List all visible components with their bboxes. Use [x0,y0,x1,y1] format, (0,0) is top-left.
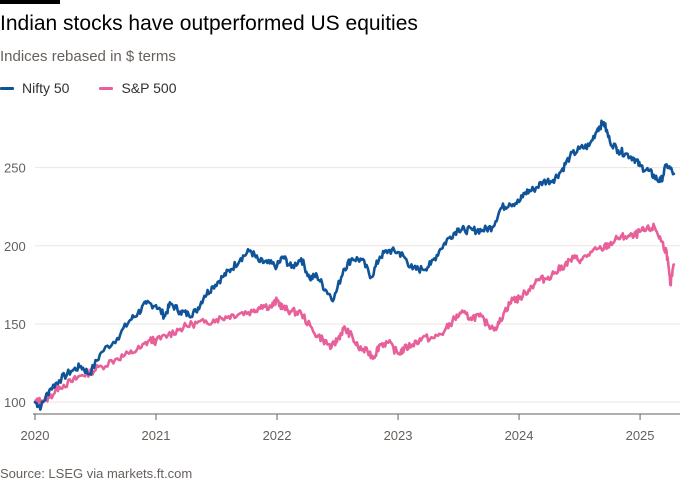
chart-title: Indian stocks have outperformed US equit… [0,12,418,35]
series-line-nifty-50 [33,119,676,411]
line-chart: 100 150 200 250 2020 2021 2022 2023 2024 2025 [4,119,680,443]
x-tick-label: 2021 [142,428,171,443]
chart-subtitle: Indices rebased in $ terms [0,48,176,65]
x-tick-label: 2022 [263,428,292,443]
source-note: Source: LSEG via markets.ft.com [0,466,193,481]
legend-item-nifty: Nifty 50 [0,80,69,96]
legend-item-sp500: S&P 500 [99,80,176,96]
legend-swatch-nifty [0,86,14,90]
legend-swatch-sp500 [99,86,114,90]
y-tick-label: 200 [4,239,26,254]
legend: Nifty 50 S&P 500 [0,80,176,96]
x-tick-label: 2025 [626,428,655,443]
legend-label-nifty: Nifty 50 [22,80,70,96]
y-tick-label: 150 [4,317,26,332]
x-tick-label: 2024 [505,428,534,443]
x-tick-label: 2020 [21,428,50,443]
y-tick-label: 250 [4,161,26,176]
brand-bar [0,0,60,4]
series-line-sp-500 [33,222,676,406]
legend-label-sp500: S&P 500 [121,80,177,96]
y-tick-label: 100 [4,395,26,410]
x-tick-label: 2023 [384,428,413,443]
